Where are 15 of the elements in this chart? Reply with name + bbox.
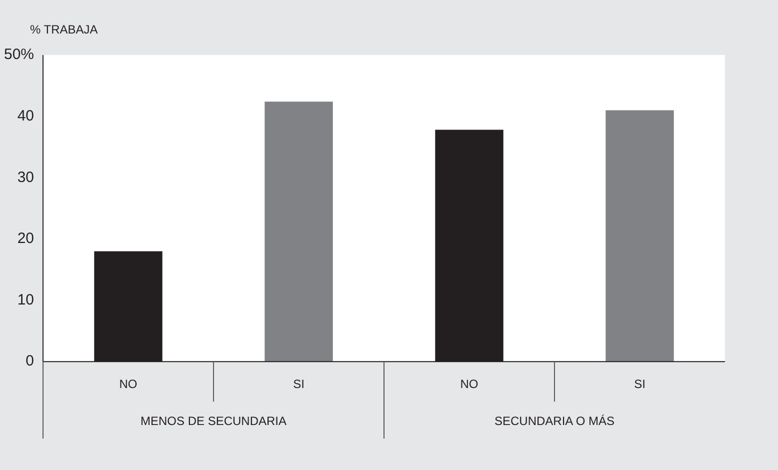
y-tick-label: 0 — [26, 352, 34, 370]
y-tick-label: 10 — [17, 291, 34, 308]
y-tick-label: 30 — [17, 168, 34, 186]
x-tick-label: NO — [119, 377, 138, 392]
x-tick-label: SI — [634, 377, 646, 392]
bar — [606, 110, 674, 362]
y-tick-label: 40 — [17, 107, 34, 124]
text: SECUNDARIA O MÁS — [494, 414, 615, 428]
x-tick-label: SI — [293, 377, 304, 392]
text: MENOS DE SECUNDARIA — [140, 414, 287, 428]
y-tick-label: 50% — [4, 46, 34, 64]
x-tick-label: NO — [460, 377, 478, 392]
y-tick-label: 20 — [17, 230, 34, 248]
bar — [264, 102, 333, 362]
y-axis-title: % TRABAJA — [30, 22, 98, 36]
